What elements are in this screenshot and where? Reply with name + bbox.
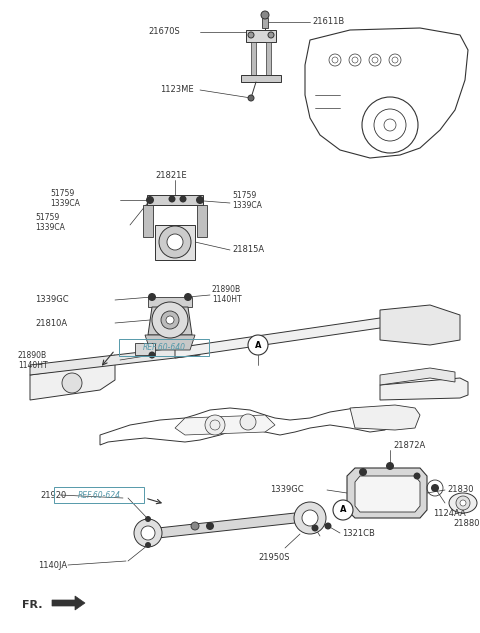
Circle shape [324,522,332,529]
Text: 21830: 21830 [447,486,473,494]
Polygon shape [148,307,192,335]
Text: REF.60-624: REF.60-624 [77,491,120,499]
Circle shape [359,468,367,476]
Text: 1339CA: 1339CA [232,201,262,210]
Ellipse shape [449,493,477,513]
Circle shape [141,526,155,540]
Text: 21611B: 21611B [312,18,344,27]
Polygon shape [355,476,420,512]
Polygon shape [380,378,468,400]
Circle shape [161,311,179,329]
Polygon shape [145,335,195,350]
Circle shape [248,335,268,355]
Text: FR.: FR. [22,600,43,610]
Text: 51759: 51759 [35,213,59,223]
Circle shape [148,293,156,301]
Polygon shape [175,415,275,435]
Polygon shape [158,513,295,538]
Circle shape [431,484,439,492]
Circle shape [308,515,312,520]
Circle shape [152,302,188,338]
Circle shape [261,11,269,19]
Text: A: A [340,506,346,515]
Polygon shape [241,75,281,82]
Circle shape [312,525,319,532]
Circle shape [180,196,187,203]
Text: 1124AA: 1124AA [433,508,466,518]
Circle shape [145,542,151,548]
Circle shape [166,316,174,324]
Text: 1339CA: 1339CA [35,223,65,232]
Polygon shape [380,305,460,345]
Text: 1140HT: 1140HT [212,294,241,303]
Circle shape [294,502,326,534]
Text: 1140JA: 1140JA [38,560,67,570]
Circle shape [159,226,191,258]
Circle shape [168,196,176,203]
Text: 1140HT: 1140HT [18,361,48,370]
Circle shape [248,95,254,101]
Text: 21890B: 21890B [212,285,241,294]
Polygon shape [197,205,207,237]
Text: REF.60-640: REF.60-640 [143,343,185,352]
Circle shape [460,500,466,506]
Text: 1339CA: 1339CA [50,199,80,208]
Polygon shape [143,205,153,237]
Circle shape [206,522,214,530]
Polygon shape [148,297,192,307]
Polygon shape [135,343,155,355]
Polygon shape [175,318,410,358]
Text: 21810A: 21810A [35,318,67,327]
Circle shape [146,196,154,204]
Circle shape [167,234,183,250]
Circle shape [134,519,162,547]
Circle shape [240,414,256,430]
Circle shape [413,472,420,480]
Polygon shape [30,355,115,400]
Polygon shape [52,596,85,610]
Text: 51759: 51759 [232,191,256,199]
Circle shape [268,32,274,38]
Circle shape [456,496,470,510]
Polygon shape [266,42,271,75]
Circle shape [196,196,204,204]
Text: 21880E: 21880E [453,518,480,527]
Polygon shape [155,225,195,260]
Text: 1339GC: 1339GC [35,296,69,304]
Polygon shape [262,18,268,28]
Circle shape [145,530,151,536]
Circle shape [191,522,199,530]
Circle shape [184,293,192,301]
Text: 21821E: 21821E [155,170,187,180]
Circle shape [148,351,156,358]
Circle shape [145,516,151,522]
Polygon shape [147,195,203,205]
Text: 51759: 51759 [50,189,74,197]
Circle shape [248,32,254,38]
Circle shape [62,373,82,393]
Text: 1339GC: 1339GC [270,486,304,494]
Text: 1321CB: 1321CB [342,529,375,537]
Polygon shape [350,405,420,430]
Text: 21815A: 21815A [232,246,264,254]
Polygon shape [380,368,455,385]
Text: 1123ME: 1123ME [160,85,193,94]
Circle shape [302,510,318,526]
Circle shape [333,500,353,520]
Polygon shape [251,42,256,75]
Polygon shape [30,345,200,375]
Text: 21950S: 21950S [258,553,289,563]
Text: 21872A: 21872A [393,441,425,451]
Polygon shape [347,468,427,518]
Text: 21920: 21920 [40,491,66,499]
Polygon shape [246,30,276,42]
Circle shape [386,462,394,470]
Circle shape [205,415,225,435]
Text: 21670S: 21670S [148,27,180,37]
Text: A: A [255,341,261,349]
Text: 21890B: 21890B [18,351,47,360]
